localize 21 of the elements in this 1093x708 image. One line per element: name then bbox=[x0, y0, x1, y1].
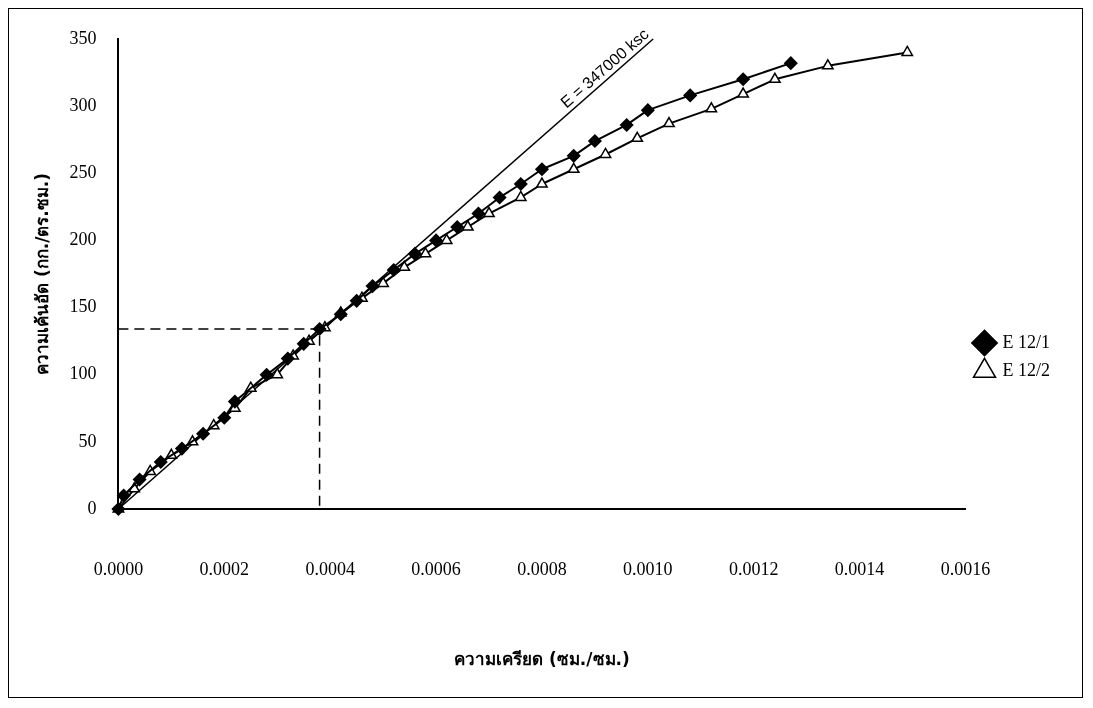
x-tick-label: 0.0010 bbox=[623, 558, 673, 579]
y-tick-label: 300 bbox=[69, 94, 97, 115]
x-tick-label: 0.0002 bbox=[199, 558, 250, 579]
legend-label: E 12/2 bbox=[1002, 359, 1050, 380]
x-axis-title: ความเครียด (ซม./ซม.) bbox=[454, 649, 630, 670]
y-tick-label: 0 bbox=[87, 497, 97, 518]
y-tick-label: 150 bbox=[69, 296, 97, 317]
y-tick-label: 350 bbox=[69, 27, 97, 48]
y-tick-label: 100 bbox=[69, 363, 97, 384]
legend-label: E 12/1 bbox=[1002, 331, 1050, 352]
x-tick-label: 0.0000 bbox=[93, 558, 144, 579]
y-tick-label: 250 bbox=[69, 162, 97, 183]
x-tick-label: 0.0006 bbox=[411, 558, 461, 579]
y-tick-label: 50 bbox=[78, 430, 97, 451]
x-tick-label: 0.0004 bbox=[305, 558, 355, 579]
y-axis-title: ความเค้นอัด (กก./ตร.ซม.) bbox=[31, 172, 52, 376]
x-tick-label: 0.0016 bbox=[940, 558, 991, 579]
x-tick-label: 0.0012 bbox=[728, 558, 779, 579]
x-tick-label: 0.0008 bbox=[517, 558, 567, 579]
x-tick-label: 0.0014 bbox=[834, 558, 885, 579]
y-tick-label: 200 bbox=[69, 229, 97, 250]
